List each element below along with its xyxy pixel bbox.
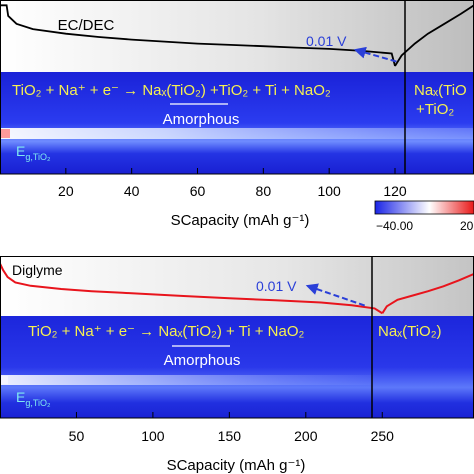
bottom-electrolyte-label: Diglyme <box>12 262 63 278</box>
top-heatmap-band-hotspot <box>0 129 10 138</box>
bottom-cutoff-arrow <box>305 283 367 307</box>
top-panel: EC/DEC 0.01 V TiO₂ + Na⁺ + e⁻ → Naₓ(TiO₂… <box>0 0 474 233</box>
colorbar-gradient <box>374 200 474 215</box>
bottom-voltage-curve <box>0 263 474 315</box>
top-eg-sub: g,TiO₂ <box>25 152 51 162</box>
bottom-eg-label: Eg,TiO₂ <box>16 389 51 408</box>
top-x-tick-label-2: 60 <box>190 183 206 199</box>
bottom-panel: Diglyme 0.01 V TiO₂ + Na⁺ + e⁻ → Naₓ(TiO… <box>0 256 474 474</box>
bottom-x-axis-label: SCapacity (mAh g⁻¹) <box>167 457 306 474</box>
top-eg-main: E <box>16 143 25 159</box>
bottom-right-product-line1: Naₓ(TiO₂) <box>378 323 442 340</box>
bottom-x-axis: 50 100 150 200 250 <box>69 412 394 444</box>
top-x-tick-label-1: 40 <box>124 183 140 199</box>
top-curve-background <box>0 0 474 72</box>
bottom-heatmap-band-hotspot <box>0 376 8 384</box>
top-x-tick-label-5: 120 <box>383 183 407 199</box>
top-amorphous-label: Amorphous <box>163 111 240 128</box>
top-reaction-equation: TiO₂ + Na⁺ + e⁻ → Naₓ(TiO₂) +TiO₂ + Ti +… <box>12 82 331 99</box>
bottom-eg-sub: g,TiO₂ <box>25 398 51 408</box>
bottom-x-tick-label-4: 250 <box>371 428 395 444</box>
bottom-cutoff-annotation: 0.01 V <box>256 278 297 294</box>
top-x-axis: 20 40 60 80 100 120 <box>58 168 407 199</box>
bottom-curve-background <box>0 256 474 316</box>
top-reaction-lhs: TiO₂ + Na⁺ + e⁻ → <box>12 82 142 99</box>
bottom-x-tick-label-1: 100 <box>141 428 165 444</box>
colorbar: −40.00 20 <box>374 200 474 233</box>
top-right-product-line2: +TiO₂ <box>416 101 454 118</box>
bottom-reaction-equation: TiO₂ + Na⁺ + e⁻ → Naₓ(TiO₂) + Ti + NaO₂ <box>28 323 305 340</box>
bottom-x-tick-label-3: 200 <box>294 428 318 444</box>
bottom-amorphous-label: Amorphous <box>164 352 241 369</box>
top-cutoff-arrow <box>353 46 399 63</box>
top-charge-line <box>394 4 474 67</box>
top-x-tick-label-3: 80 <box>256 183 272 199</box>
top-electrolyte-label: EC/DEC <box>58 17 115 34</box>
top-cutoff-annotation: 0.01 V <box>306 33 347 49</box>
top-reaction-rhs: Naₓ(TiO₂) +TiO₂ + Ti + NaO₂ <box>142 82 331 99</box>
top-x-axis-label: SCapacity (mAh g⁻¹) <box>171 212 310 229</box>
bottom-heatmap <box>0 316 474 418</box>
top-discharge-line <box>0 4 396 67</box>
top-heatmap-band <box>0 128 474 139</box>
bottom-reaction-rhs: Naₓ(TiO₂) + Ti + NaO₂ <box>158 323 304 340</box>
bottom-heatmap-band <box>0 375 372 385</box>
bottom-discharge-line <box>0 263 383 315</box>
bottom-x-tick-label-2: 150 <box>218 428 242 444</box>
top-eg-label: Eg,TiO₂ <box>16 143 51 162</box>
bottom-eg-main: E <box>16 389 25 405</box>
top-heatmap <box>0 72 474 174</box>
bottom-charge-line <box>381 272 474 314</box>
top-right-product-line1: Naₓ(TiO <box>414 82 467 99</box>
colorbar-min-label: −40.00 <box>376 219 413 233</box>
colorbar-max-label: 20 <box>460 219 474 233</box>
top-voltage-curve <box>0 4 474 67</box>
bottom-reaction-lhs: TiO₂ + Na⁺ + e⁻ → <box>28 323 158 340</box>
top-x-tick-label-4: 100 <box>317 183 341 199</box>
top-x-tick-label-0: 20 <box>58 183 74 199</box>
bottom-x-tick-label-0: 50 <box>69 428 85 444</box>
